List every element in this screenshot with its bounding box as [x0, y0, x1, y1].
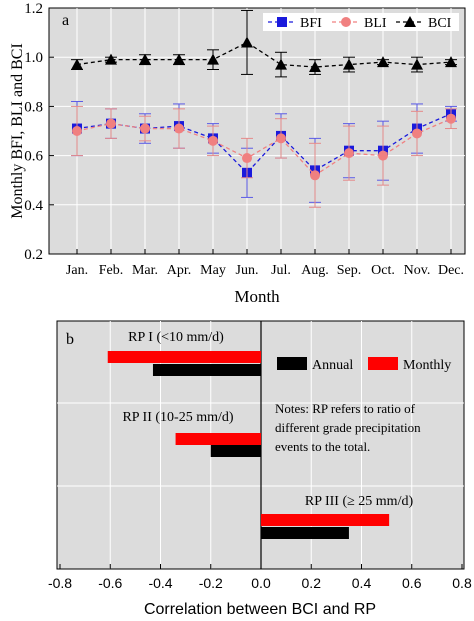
data-point [310, 170, 320, 181]
bar-annual [261, 527, 349, 539]
series-line [76, 113, 452, 174]
x-tick-label: -0.6 [98, 575, 122, 591]
panel-b: -0.8 -0.6 -0.4 -0.2 0.0 0.2 0.4 0.6 0.8 RP I (<1… [48, 320, 472, 618]
x-tick-label: Jan. [66, 263, 88, 278]
x-tick-label: Sep. [337, 263, 362, 278]
panel-a: 0.2 0.4 0.6 0.8 1.0 1.2 Jan. Feb. Mar. Apr. May Ju… [9, 1, 466, 306]
data-point [411, 58, 423, 70]
note-line: Notes: RP refers to ratio of [275, 401, 416, 416]
x-tick-label: Dec. [438, 263, 464, 278]
data-point [276, 133, 286, 144]
data-point [140, 123, 150, 134]
data-point [105, 53, 117, 65]
data-point [377, 56, 389, 68]
x-tick-label: 0.4 [352, 575, 372, 591]
x-tick-label: 0.8 [452, 575, 472, 591]
data-point [242, 153, 252, 164]
panel-a-x-axis-title: Month [234, 287, 280, 306]
x-tick-label: Jun. [236, 263, 259, 278]
panel-b-label: b [66, 331, 74, 348]
legend-swatch [368, 357, 398, 370]
panel-a-y-axis: 0.2 0.4 0.6 0.8 1.0 1.2 [24, 1, 54, 263]
panel-a-label: a [62, 12, 69, 29]
legend-label: Annual [312, 358, 353, 373]
x-tick-label: Feb. [99, 263, 124, 278]
x-tick-label: May [200, 263, 226, 278]
legend-label: Monthly [403, 358, 451, 373]
series-line [76, 41, 452, 68]
x-tick-label: 0.2 [302, 575, 322, 591]
note-line: events to the total. [275, 439, 370, 454]
series-bci [71, 9, 457, 78]
panel-a-legend: BFI BLI BCI [263, 13, 459, 31]
data-point [139, 53, 151, 65]
x-tick-label: -0.8 [48, 575, 72, 591]
y-tick-label: 0.2 [24, 247, 43, 263]
y-tick-label: 1.0 [24, 50, 43, 66]
bar-monthly [107, 351, 261, 363]
x-tick-label: Apr. [167, 263, 192, 278]
data-point [174, 123, 184, 134]
data-point [71, 58, 83, 70]
data-point [445, 56, 457, 68]
panel-b-note: Notes: RP refers to ratio of different gr… [275, 401, 421, 454]
x-tick-label: 0.0 [251, 575, 271, 591]
x-tick-label: -0.4 [148, 575, 172, 591]
bar-monthly [175, 433, 261, 445]
y-tick-label: 1.2 [24, 1, 43, 17]
panel-b-category-labels: RP I (<10 mm/d) RP II (10-25 mm/d) RP III … [122, 330, 413, 509]
data-point [72, 126, 82, 136]
data-point [241, 36, 253, 48]
series-line [76, 118, 452, 177]
category-label: RP II (10-25 mm/d) [122, 410, 233, 425]
panel-a-x-axis: Jan. Feb. Mar. Apr. May Jun. Jul. Aug. Sep. Oct. N… [66, 249, 464, 278]
panel-b-x-axis: -0.8 -0.6 -0.4 -0.2 0.0 0.2 0.4 0.6 0.8 [48, 564, 472, 591]
category-label: RP I (<10 mm/d) [128, 330, 224, 345]
data-point [275, 58, 287, 70]
legend-label: BLI [364, 16, 387, 31]
series-bli [71, 105, 457, 208]
data-point [106, 118, 116, 129]
x-tick-label: Mar. [132, 263, 158, 278]
data-point [208, 135, 218, 146]
x-tick-label: Jul. [271, 263, 291, 278]
legend-marker [404, 16, 416, 27]
y-tick-label: 0.8 [24, 99, 43, 115]
data-point [344, 148, 354, 159]
panel-a-y-axis-title: Monthly BFI, BLI and BCI [9, 43, 26, 219]
y-tick-label: 0.6 [24, 149, 43, 165]
y-tick-label: 0.4 [24, 198, 43, 214]
data-point [173, 53, 185, 65]
legend-label: BFI [300, 16, 322, 31]
x-tick-label: 0.6 [402, 575, 422, 591]
panel-a-series [71, 9, 457, 208]
legend-label: BCI [428, 16, 452, 31]
legend-marker [277, 17, 287, 27]
legend-marker [341, 17, 351, 27]
data-point [207, 53, 219, 65]
bar-annual [152, 364, 261, 376]
panel-b-x-axis-title: Correlation between BCI and RP [144, 601, 376, 618]
x-tick-label: Oct. [371, 263, 395, 278]
panel-b-legend: Annual Monthly [277, 357, 451, 373]
data-point [378, 150, 388, 161]
x-tick-label: Nov. [404, 263, 431, 278]
data-point [446, 113, 456, 124]
x-tick-label: Aug. [301, 263, 329, 278]
data-point [412, 128, 422, 139]
bar-monthly [261, 514, 390, 526]
bar-annual [210, 445, 261, 457]
note-line: different grade precipitation [275, 420, 421, 435]
x-tick-label: -0.2 [199, 575, 223, 591]
data-point [343, 58, 355, 70]
data-point [309, 61, 321, 73]
panel-b-bars [107, 351, 390, 539]
legend-swatch [277, 357, 307, 370]
category-label: RP III (≥ 25 mm/d) [305, 494, 414, 509]
panel-a-plot-area [48, 7, 466, 255]
